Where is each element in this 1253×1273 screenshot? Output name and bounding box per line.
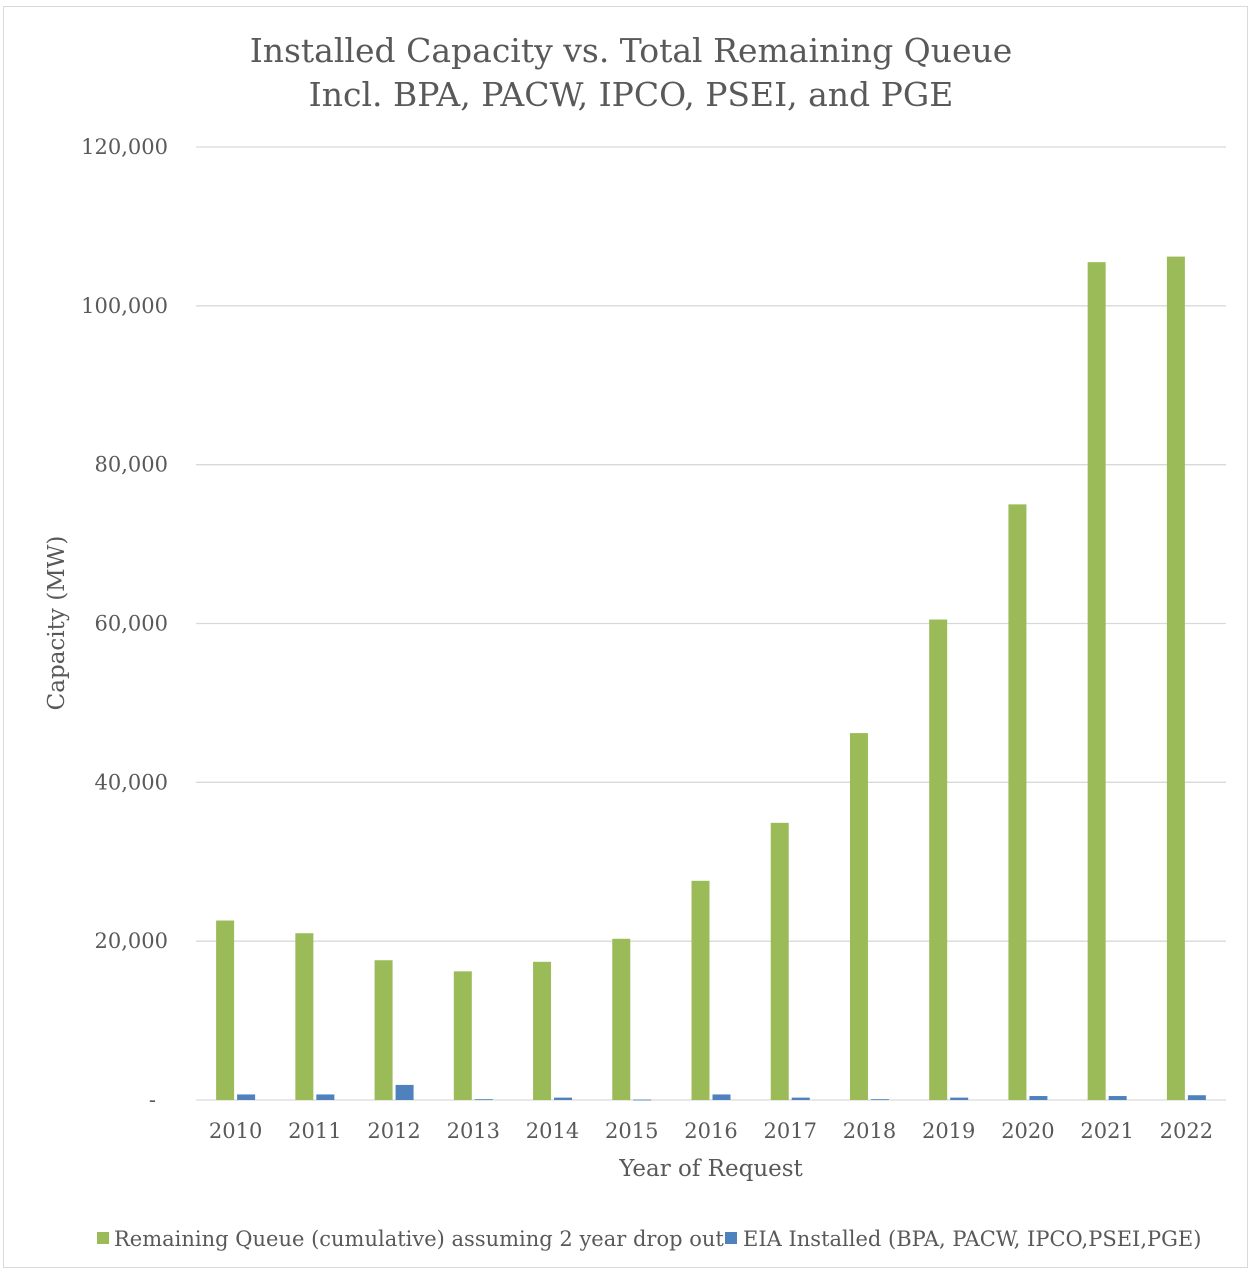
bar-remaining-queue-2016 <box>691 880 710 1100</box>
x-tick-label: 2020 <box>1001 1119 1054 1143</box>
y-axis-title: Capacity (MW) <box>44 536 70 711</box>
x-axis-tick-labels: 2010 2011 2012 2013 2014 2015 2016 2017 2018 2019… <box>209 1119 1213 1143</box>
bar-remaining-queue-2019 <box>929 619 948 1100</box>
bar-remaining-queue-2018 <box>849 733 868 1100</box>
x-tick-label: 2019 <box>922 1119 975 1143</box>
x-tick-label: 2015 <box>605 1119 658 1143</box>
x-tick-label: 2017 <box>764 1119 817 1143</box>
y-tick-label: 80,000 <box>95 453 168 477</box>
bar-remaining-queue-2022 <box>1166 256 1185 1101</box>
bar-eia-installed-2020 <box>1029 1096 1048 1100</box>
chart-title-line-1: Installed Capacity vs. Total Remaining Q… <box>250 31 1013 70</box>
legend: Remaining Queue (cumulative) assuming 2 … <box>97 1227 1201 1251</box>
y-tick-label: 20,000 <box>95 929 168 953</box>
bar-eia-installed-2016 <box>712 1094 731 1100</box>
bars <box>216 256 1206 1101</box>
bar-remaining-queue-2015 <box>612 938 631 1100</box>
x-tick-label: 2021 <box>1080 1119 1133 1143</box>
bar-remaining-queue-2012 <box>374 960 393 1100</box>
x-tick-label: 2010 <box>209 1119 262 1143</box>
y-tick-label: 60,000 <box>95 612 168 636</box>
bar-remaining-queue-2010 <box>216 920 235 1100</box>
y-tick-label: - <box>149 1088 156 1112</box>
legend-swatch-remaining-queue <box>97 1232 109 1244</box>
bar-remaining-queue-2017 <box>770 822 789 1100</box>
bar-eia-installed-2019 <box>950 1097 969 1100</box>
bar-eia-installed-2022 <box>1187 1095 1206 1100</box>
x-tick-label: 2018 <box>843 1119 896 1143</box>
legend-label-eia-installed: EIA Installed (BPA, PACW, IPCO,PSEI,PGE) <box>743 1227 1201 1251</box>
bar-remaining-queue-2011 <box>295 933 314 1100</box>
bar-eia-installed-2015 <box>633 1099 652 1101</box>
x-tick-label: 2016 <box>684 1119 737 1143</box>
bar-eia-installed-2011 <box>316 1094 335 1100</box>
x-tick-label: 2014 <box>526 1119 579 1143</box>
y-tick-label: 100,000 <box>81 294 168 318</box>
x-tick-label: 2012 <box>367 1119 420 1143</box>
bar-eia-installed-2017 <box>791 1097 810 1100</box>
y-tick-label: 40,000 <box>95 770 168 794</box>
bar-eia-installed-2018 <box>870 1099 889 1101</box>
x-tick-label: 2011 <box>288 1119 341 1143</box>
bar-eia-installed-2021 <box>1108 1096 1127 1100</box>
chart-title-line-2: Incl. BPA, PACW, IPCO, PSEI, and PGE <box>309 75 954 114</box>
x-axis-title: Year of Request <box>618 1156 803 1182</box>
legend-label-remaining-queue: Remaining Queue (cumulative) assuming 2 … <box>114 1227 724 1251</box>
gridlines <box>196 146 1226 1101</box>
bar-remaining-queue-2014 <box>533 961 552 1100</box>
bar-remaining-queue-2013 <box>453 971 472 1100</box>
bar-remaining-queue-2021 <box>1087 262 1106 1100</box>
x-tick-label: 2013 <box>447 1119 500 1143</box>
y-axis-tick-labels: - 20,000 40,000 60,000 80,000 100,000 120,000 <box>81 135 168 1112</box>
bar-eia-installed-2010 <box>237 1094 256 1100</box>
y-tick-label: 120,000 <box>81 135 168 159</box>
bar-eia-installed-2013 <box>474 1099 493 1101</box>
bar-remaining-queue-2020 <box>1008 504 1027 1100</box>
legend-swatch-eia-installed <box>725 1232 737 1244</box>
x-tick-label: 2022 <box>1160 1119 1213 1143</box>
bar-eia-installed-2014 <box>554 1097 573 1100</box>
bar-eia-installed-2012 <box>395 1084 414 1100</box>
